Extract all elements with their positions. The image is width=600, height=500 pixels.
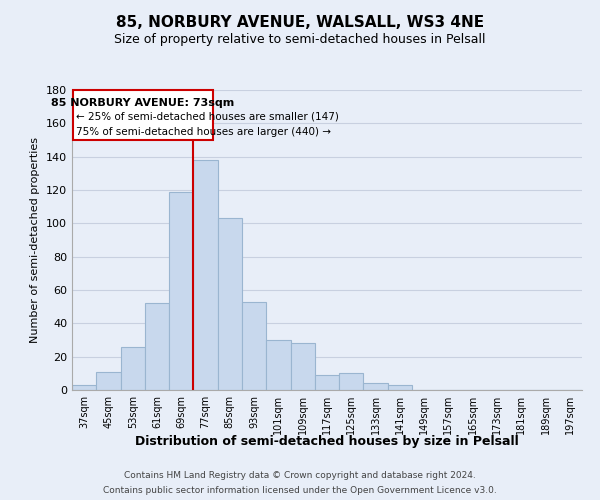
Text: Contains public sector information licensed under the Open Government Licence v3: Contains public sector information licen…: [103, 486, 497, 495]
Text: Size of property relative to semi-detached houses in Pelsall: Size of property relative to semi-detach…: [114, 32, 486, 46]
FancyBboxPatch shape: [73, 90, 213, 140]
Bar: [242, 302, 266, 390]
Bar: [193, 160, 218, 390]
Bar: [315, 375, 339, 390]
Bar: [339, 374, 364, 390]
Bar: [290, 344, 315, 390]
Bar: [169, 192, 193, 390]
Bar: [388, 385, 412, 390]
Bar: [218, 218, 242, 390]
Bar: [72, 385, 96, 390]
Bar: [145, 304, 169, 390]
Bar: [121, 346, 145, 390]
Bar: [266, 340, 290, 390]
Text: Contains HM Land Registry data © Crown copyright and database right 2024.: Contains HM Land Registry data © Crown c…: [124, 471, 476, 480]
Text: ← 25% of semi-detached houses are smaller (147): ← 25% of semi-detached houses are smalle…: [76, 112, 338, 122]
Text: 85 NORBURY AVENUE: 73sqm: 85 NORBURY AVENUE: 73sqm: [52, 98, 235, 108]
Text: Distribution of semi-detached houses by size in Pelsall: Distribution of semi-detached houses by …: [135, 435, 519, 448]
Text: 75% of semi-detached houses are larger (440) →: 75% of semi-detached houses are larger (…: [76, 126, 331, 136]
Bar: [364, 384, 388, 390]
Bar: [96, 372, 121, 390]
Text: 85, NORBURY AVENUE, WALSALL, WS3 4NE: 85, NORBURY AVENUE, WALSALL, WS3 4NE: [116, 15, 484, 30]
Y-axis label: Number of semi-detached properties: Number of semi-detached properties: [31, 137, 40, 343]
